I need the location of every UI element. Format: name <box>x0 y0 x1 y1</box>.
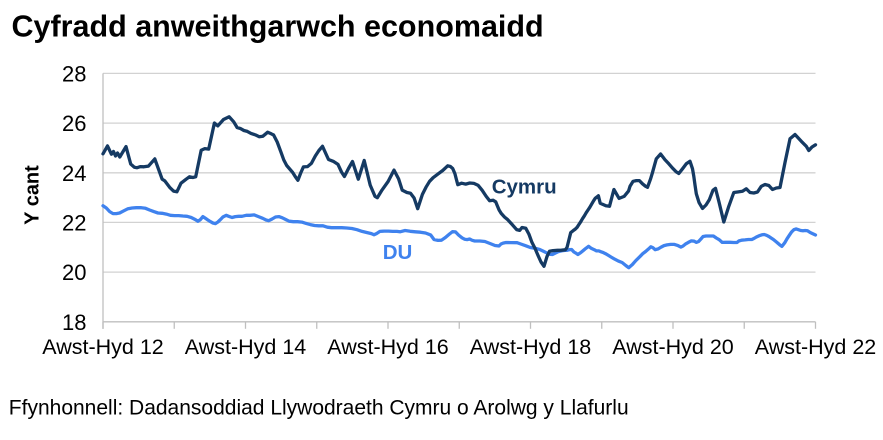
svg-text:20: 20 <box>62 260 86 285</box>
svg-text:Awst-Hyd 16: Awst-Hyd 16 <box>327 335 449 359</box>
svg-text:Awst-Hyd 20: Awst-Hyd 20 <box>612 335 734 359</box>
svg-text:26: 26 <box>62 111 86 136</box>
svg-text:DU: DU <box>383 241 413 264</box>
svg-text:Awst-Hyd 14: Awst-Hyd 14 <box>185 335 307 359</box>
svg-text:Ffynhonnell: Dadansoddiad Llyw: Ffynhonnell: Dadansoddiad Llywodraeth Cy… <box>9 397 629 420</box>
svg-text:Y cant: Y cant <box>22 165 44 225</box>
svg-text:Awst-Hyd 12: Awst-Hyd 12 <box>42 335 163 359</box>
svg-text:Awst-Hyd 22: Awst-Hyd 22 <box>755 335 876 359</box>
svg-text:Awst-Hyd 18: Awst-Hyd 18 <box>470 335 592 359</box>
svg-text:22: 22 <box>62 210 86 235</box>
svg-text:24: 24 <box>62 161 86 186</box>
svg-text:Cyfradd anweithgarwch economai: Cyfradd anweithgarwch economaidd <box>12 9 544 43</box>
svg-text:Cymru: Cymru <box>492 175 557 198</box>
svg-text:18: 18 <box>62 310 86 335</box>
svg-text:28: 28 <box>62 61 86 86</box>
